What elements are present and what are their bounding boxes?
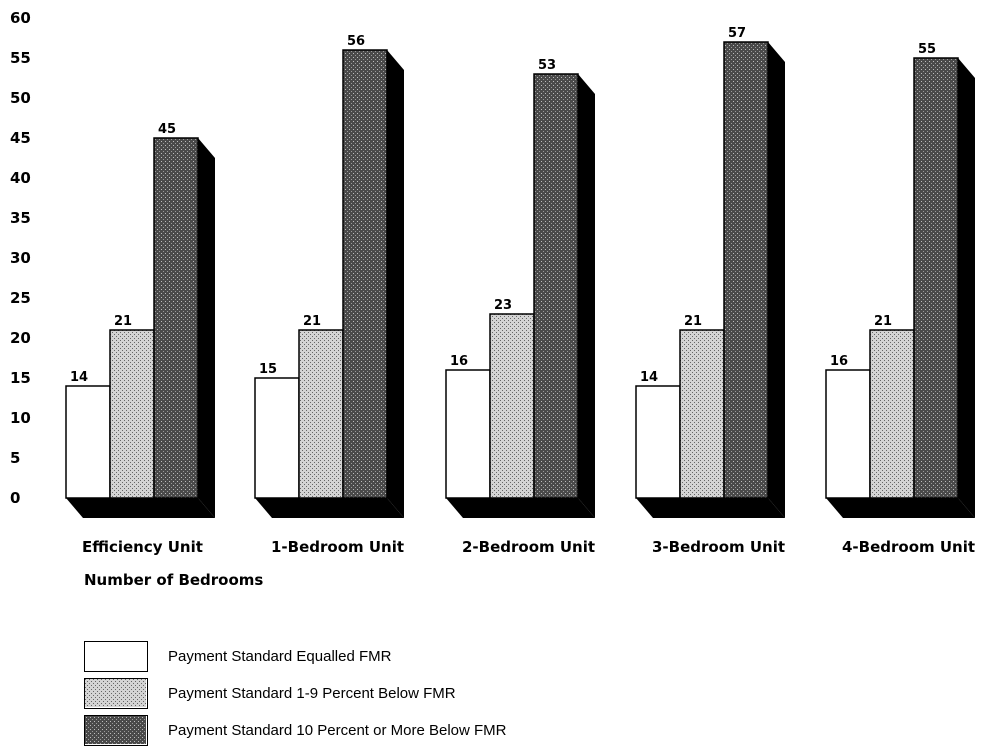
bar-floor	[636, 498, 785, 518]
y-axis: 0 5 10 15 20 25 30 35 40 45 50 55 60	[10, 9, 31, 507]
bar-group: 14 21 45	[65, 122, 215, 518]
bar	[825, 369, 871, 499]
bar-side	[958, 58, 975, 518]
bar-side	[387, 50, 404, 518]
legend-swatch-light-stipple	[84, 678, 148, 709]
bar-side	[578, 74, 595, 518]
x-axis: Number of Bedrooms Efficiency Unit 1-Bedr…	[82, 538, 975, 589]
x-tick-label: 2-Bedroom Unit	[462, 538, 595, 556]
legend-swatch-dark-stipple	[84, 715, 148, 746]
bar	[489, 313, 535, 499]
bar-side	[768, 42, 785, 518]
y-tick-label: 45	[10, 129, 31, 147]
bar-groups: 14 21 45 15 21 56 16 23 53 14 21 57 16 21 55	[65, 26, 975, 518]
bar	[869, 329, 915, 499]
bar	[913, 57, 959, 499]
y-tick-label: 10	[10, 409, 31, 427]
data-label: 53	[538, 58, 556, 73]
legend-label: Payment Standard 10 Percent or More Belo…	[168, 722, 507, 739]
data-label: 57	[728, 26, 746, 41]
bar	[679, 329, 725, 499]
bar	[342, 49, 388, 499]
data-label: 21	[874, 314, 892, 329]
data-label: 55	[918, 42, 936, 57]
data-label: 15	[259, 362, 277, 377]
bar-group: 16 23 53	[445, 58, 595, 518]
data-label: 23	[494, 298, 512, 313]
bar-chart: 0 5 10 15 20 25 30 35 40 45 50 55 60 14 21 45 15 21 56 16 2…	[10, 9, 975, 589]
data-label: 21	[114, 314, 132, 329]
bar	[109, 329, 155, 499]
x-tick-label: Efficiency Unit	[82, 538, 203, 556]
bar	[723, 41, 769, 499]
bar-floor	[255, 498, 404, 518]
legend-item-1-9-percent-below: Payment Standard 1-9 Percent Below FMR	[84, 677, 784, 710]
bar	[635, 385, 681, 499]
data-label: 56	[347, 34, 365, 49]
bar-floor	[446, 498, 595, 518]
legend-label: Payment Standard Equalled FMR	[168, 648, 392, 665]
y-tick-label: 20	[10, 329, 31, 347]
x-tick-label: 1-Bedroom Unit	[271, 538, 404, 556]
legend-swatch-white	[84, 641, 148, 672]
legend: Payment Standard Equalled FMR Payment St…	[84, 640, 784, 751]
legend-item-10-percent-or-more-below: Payment Standard 10 Percent or More Belo…	[84, 714, 784, 747]
y-tick-label: 35	[10, 209, 31, 227]
y-tick-label: 40	[10, 169, 31, 187]
bar-group: 14 21 57	[635, 26, 785, 518]
legend-item-equalled-fmr: Payment Standard Equalled FMR	[84, 640, 784, 673]
data-label: 16	[830, 354, 848, 369]
bar	[533, 73, 579, 499]
y-tick-label: 0	[10, 489, 20, 507]
x-tick-label: 4-Bedroom Unit	[842, 538, 975, 556]
x-axis-title: Number of Bedrooms	[84, 571, 263, 589]
bar	[254, 377, 300, 499]
y-tick-label: 50	[10, 89, 31, 107]
bar-group: 16 21 55	[825, 42, 975, 518]
bar-group: 15 21 56	[254, 34, 404, 518]
data-label: 16	[450, 354, 468, 369]
bar-floor	[826, 498, 975, 518]
x-tick-label: 3-Bedroom Unit	[652, 538, 785, 556]
bar	[65, 385, 111, 499]
bar-side	[198, 138, 215, 518]
bar	[445, 369, 491, 499]
data-label: 45	[158, 122, 176, 137]
data-label: 14	[640, 370, 658, 385]
y-tick-label: 15	[10, 369, 31, 387]
bar	[298, 329, 344, 499]
y-tick-label: 25	[10, 289, 31, 307]
y-tick-label: 5	[10, 449, 20, 467]
y-tick-label: 30	[10, 249, 31, 267]
bar	[153, 137, 199, 499]
bar-floor	[66, 498, 215, 518]
data-label: 21	[684, 314, 702, 329]
data-label: 21	[303, 314, 321, 329]
data-label: 14	[70, 370, 88, 385]
y-tick-label: 55	[10, 49, 31, 67]
legend-label: Payment Standard 1-9 Percent Below FMR	[168, 685, 456, 702]
y-tick-label: 60	[10, 9, 31, 27]
